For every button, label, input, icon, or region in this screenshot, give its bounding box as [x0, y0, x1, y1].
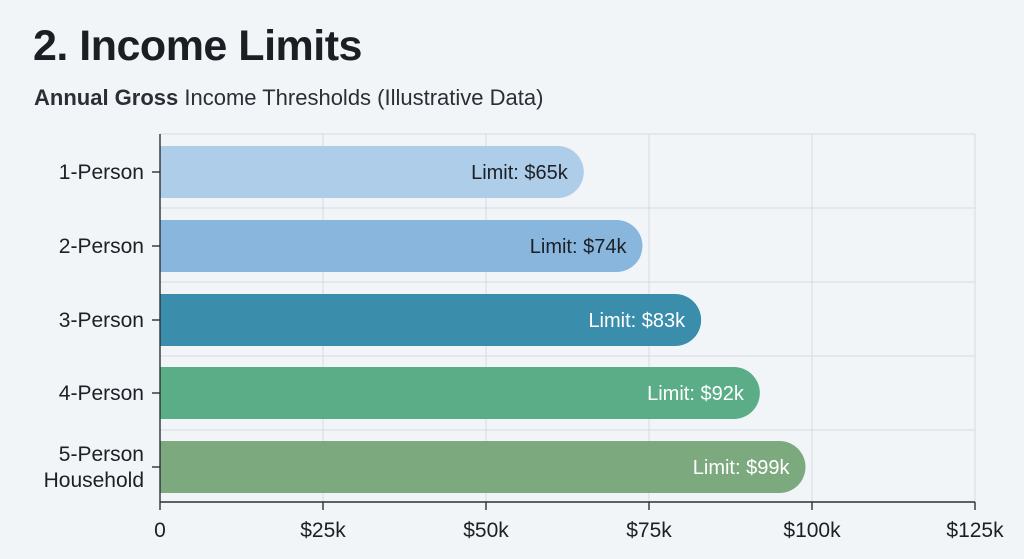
bar-3 [160, 294, 702, 346]
bar-5 [160, 441, 806, 493]
y-tick-label: Household [44, 469, 144, 492]
subtitle-strong: Annual Gross [34, 85, 179, 110]
bar-data-label: Limit: $74k [530, 236, 628, 258]
bar-data-label: Limit: $92k [647, 383, 745, 405]
x-tick-label: $50k [463, 519, 509, 542]
y-tick-label: 3-Person [59, 309, 144, 332]
x-tick-label: $75k [626, 519, 672, 542]
y-tick-label: 4-Person [59, 382, 144, 405]
y-tick-label: 2-Person [59, 235, 144, 258]
x-tick-label: $100k [783, 519, 841, 542]
bar-2 [160, 220, 643, 272]
x-tick-label: $25k [300, 519, 346, 542]
bar-4 [160, 367, 760, 419]
x-tick-label: $125k [946, 519, 1004, 542]
bar-1 [160, 146, 584, 198]
bar-data-label: Limit: $65k [471, 162, 569, 184]
chart-subtitle: Annual Gross Income Thresholds (Illustra… [34, 85, 543, 111]
x-tick-label: 0 [154, 519, 166, 542]
bar-data-label: Limit: $99k [693, 457, 791, 479]
subtitle-rest: Income Thresholds (Illustrative Data) [178, 85, 544, 110]
y-tick-label: 1-Person [59, 161, 144, 184]
page-title: 2. Income Limits [33, 22, 362, 70]
y-tick-label: 5-Person [59, 443, 144, 466]
bar-data-label: Limit: $83k [588, 310, 686, 332]
